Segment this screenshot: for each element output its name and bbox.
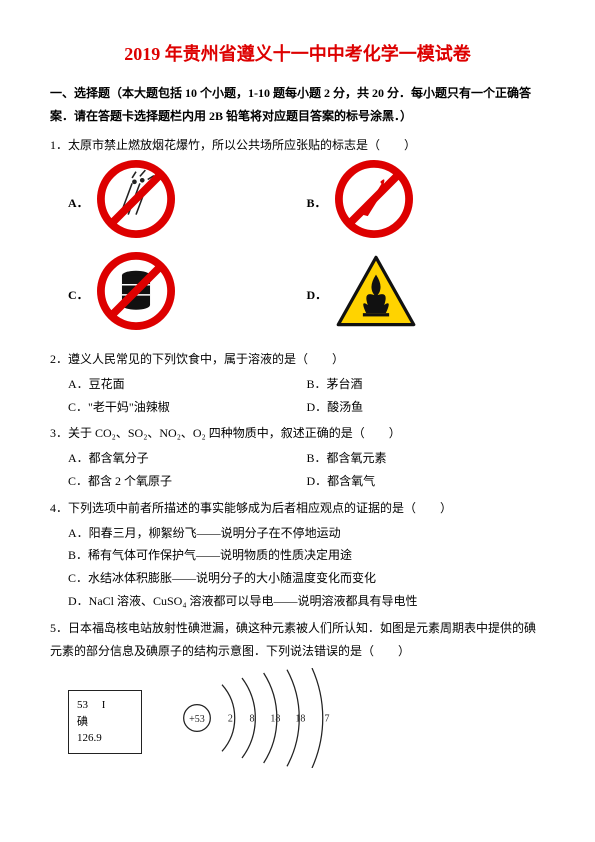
periodic-cell: 53 I 碘 126.9 [68,690,142,754]
q3-text: 3．关于 CO₂、SO₂、NO₂、O₂ 四种物质中，叙述正确的是（ ） [50,422,545,445]
q4-opt-d: D．NaCl 溶液、CuSO₄ 溶液都可以导电——说明溶液都具有导电性 [68,590,545,613]
q1-b-label: B． [307,192,327,215]
cell-bot: 126.9 [77,730,133,747]
prohibit-fireworks-icon [97,160,175,246]
q4-opt-b: B．稀有气体可作保护气——说明物质的性质决定用途 [68,544,545,567]
q2-opt-b: B．茅台酒 [307,373,546,396]
q2-opt-c: C．"老干妈"油辣椒 [68,396,307,419]
q1-d-label: D． [307,284,328,307]
question-1: 1．太原市禁止燃放烟花爆竹，所以公共场所应张贴的标志是（ ） A． [50,134,545,344]
q2-text: 2．遵义人民常见的下列饮食中，属于溶液的是（ ） [50,348,545,371]
shell-1: 2 [228,714,233,725]
prohibit-open-flame-icon [335,160,413,246]
flammable-warning-icon [335,253,417,337]
svg-text:+53: +53 [189,715,205,726]
q1-c-label: C． [68,284,89,307]
q1-opt-b: B． [307,160,546,246]
shell-2: 8 [250,714,255,725]
exam-title: 2019 年贵州省遵义十一中中考化学一模试卷 [50,40,545,66]
q2-opt-d: D．酸汤鱼 [307,396,546,419]
shell-4: 18 [295,714,305,725]
section1-heading: 一、选择题（本大题包括 10 个小题，1-10 题每小题 2 分，共 20 分．… [50,82,545,128]
q3-opt-b: B．都含氧元素 [307,447,546,470]
q1-opt-d: D． [307,252,546,338]
question-2: 2．遵义人民常见的下列饮食中，属于溶液的是（ ） A．豆花面 B．茅台酒 C．"… [50,348,545,418]
q2-opt-a: A．豆花面 [68,373,307,396]
q4-opt-a: A．阳春三月，柳絮纷飞——说明分子在不停地运动 [68,522,545,545]
q1-a-label: A． [68,192,89,215]
shell-5: 7 [325,714,330,725]
q4-opt-c: C．水结冰体积膨胀——说明分子的大小随温度变化而变化 [68,567,545,590]
q1-opt-c: C． [68,252,307,338]
q4-text: 4．下列选项中前者所描述的事实能够成为后者相应观点的证据的是（ ） [50,497,545,520]
question-3: 3．关于 CO₂、SO₂、NO₂、O₂ 四种物质中，叙述正确的是（ ） A．都含… [50,422,545,492]
q5-text: 5．日本福岛核电站放射性碘泄漏，碘这种元素被人们所认知．如图是元素周期表中提供的… [50,617,545,663]
atom-structure-diagram: +53 2 8 18 18 7 [172,668,372,776]
cell-mid: 碘 [77,714,133,731]
q3-opt-c: C．都含 2 个氧原子 [68,470,307,493]
shell-3: 18 [270,714,280,725]
q3-opt-a: A．都含氧分子 [68,447,307,470]
q1-text: 1．太原市禁止燃放烟花爆竹，所以公共场所应张贴的标志是（ ） [50,134,545,157]
cell-top: 53 I [77,697,133,714]
q3-opt-d: D．都含氧气 [307,470,546,493]
question-4: 4．下列选项中前者所描述的事实能够成为后者相应观点的证据的是（ ） A．阳春三月… [50,497,545,613]
q1-opt-a: A． [68,160,307,246]
question-5: 5．日本福岛核电站放射性碘泄漏，碘这种元素被人们所认知．如图是元素周期表中提供的… [50,617,545,776]
prohibit-barrel-icon [97,252,175,338]
